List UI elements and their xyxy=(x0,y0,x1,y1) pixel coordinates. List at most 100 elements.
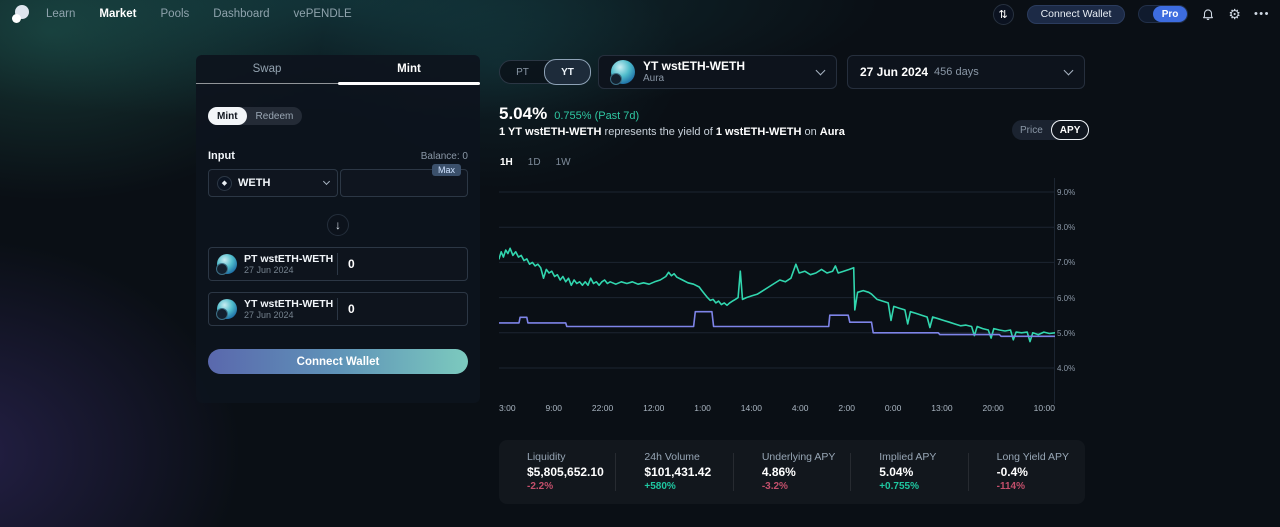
x-tick: 20:00 xyxy=(982,403,1004,413)
implied-apy-value: 5.04% xyxy=(499,104,548,123)
weth-token-icon: ◆ xyxy=(217,175,232,191)
yt-toggle-button[interactable]: YT xyxy=(544,59,591,85)
stat-label: 24h Volume xyxy=(644,451,700,464)
output-row-yt[interactable]: YT wstETH-WETH 27 Jun 2024 0 xyxy=(208,292,468,326)
yt-token-date: 27 Jun 2024 xyxy=(244,309,294,320)
timeframe-1w[interactable]: 1W xyxy=(555,157,571,168)
market-name: YT wstETH-WETH xyxy=(643,58,745,73)
network-icon[interactable]: ⇅ xyxy=(992,3,1014,25)
divider xyxy=(850,453,852,491)
y-tick: 9.0% xyxy=(1057,188,1076,197)
stat-value: 4.86% xyxy=(761,465,796,480)
y-tick: 6.0% xyxy=(1057,293,1076,303)
yt-token-info: YT wstETH-WETH 27 Jun 2024 xyxy=(209,298,337,320)
stat-value: $5,805,652.10 xyxy=(527,465,604,480)
stat-label: Long Yield APY xyxy=(996,451,1070,464)
balance-label: Balance: 0 xyxy=(420,151,468,162)
nav-link-pools[interactable]: Pools xyxy=(160,8,190,20)
arrow-down-icon[interactable]: ↓ xyxy=(327,214,349,236)
stat-long-yield-apy: Long Yield APY -0.4% -114% xyxy=(969,450,1085,494)
pro-mode-toggle[interactable]: Pro xyxy=(1138,5,1189,23)
apy-chart[interactable] xyxy=(498,178,1056,404)
pt-token-info: PT wstETH-WETH 27 Jun 2024 xyxy=(209,253,337,275)
mode-mint-button[interactable]: Mint xyxy=(208,107,247,125)
nav-link-dashboard[interactable]: Dashboard xyxy=(213,8,270,20)
nav-link-vependle[interactable]: vePENDLE xyxy=(293,8,352,20)
x-tick: 10:00 xyxy=(1033,403,1055,413)
timeframe-1h[interactable]: 1H xyxy=(500,157,513,168)
yt-output-value[interactable]: 0 xyxy=(348,302,355,316)
stat-value: -0.4% xyxy=(996,465,1028,480)
more-menu-icon[interactable]: ••• xyxy=(1253,8,1270,20)
market-select-dropdown[interactable]: YT wstETH-WETH Aura xyxy=(598,55,837,89)
y-tick: 4.0% xyxy=(1057,364,1076,373)
timeframe-1d[interactable]: 1D xyxy=(527,157,541,168)
nav-link-market[interactable]: Market xyxy=(99,8,137,20)
stat-change: -114% xyxy=(996,481,1025,493)
pt-yt-toggle: PT YT xyxy=(499,59,591,85)
stat-label: Implied APY xyxy=(879,451,937,464)
market-protocol: Aura xyxy=(643,73,665,85)
maturity-date: 27 Jun 2024 xyxy=(860,65,929,79)
x-tick: 22:00 xyxy=(591,403,614,413)
input-token-select[interactable]: ◆ WETH xyxy=(208,169,338,197)
input-header: Input Balance: 0 xyxy=(208,150,468,162)
apy-toggle-button[interactable]: APY xyxy=(1050,120,1090,140)
input-token-name: WETH xyxy=(238,177,271,189)
timeframe-buttons: 1H 1D 1W xyxy=(500,157,571,168)
chevron-down-icon xyxy=(1063,65,1074,76)
stat-value: $101,431.42 xyxy=(644,465,712,480)
settings-gear-icon[interactable]: ⚙ xyxy=(1228,5,1241,22)
stat-change: +0.755% xyxy=(879,481,919,493)
x-tick: 14:00 xyxy=(740,403,763,413)
input-amount-box: Max xyxy=(340,164,468,197)
market-token-icon xyxy=(610,60,635,85)
tab-mint[interactable]: Mint xyxy=(338,55,480,85)
mint-redeem-toggle: Mint Redeem xyxy=(208,107,303,125)
yt-token-name: YT wstETH-WETH xyxy=(244,297,334,310)
mode-redeem-button[interactable]: Redeem xyxy=(255,110,294,122)
logo-circle-small xyxy=(12,14,21,23)
connect-wallet-button[interactable]: Connect Wallet xyxy=(208,349,468,374)
direction-arrow-wrap: ↓ xyxy=(208,214,468,236)
pt-toggle-button[interactable]: PT xyxy=(516,66,529,78)
pendle-logo-icon[interactable] xyxy=(12,5,30,23)
price-apy-toggle: Price APY xyxy=(1012,120,1090,140)
maturity-select-dropdown[interactable]: 27 Jun 2024 456 days xyxy=(847,55,1085,89)
desc-text: represents the yield of xyxy=(601,126,716,138)
input-label: Input xyxy=(208,150,235,162)
divider xyxy=(337,253,338,275)
pt-output-value[interactable]: 0 xyxy=(348,257,355,271)
nav-connect-wallet-button[interactable]: Connect Wallet xyxy=(1026,4,1126,24)
max-button[interactable]: Max xyxy=(431,164,461,176)
y-tick: 7.0% xyxy=(1057,258,1076,268)
divider xyxy=(337,298,338,320)
x-tick: 9:00 xyxy=(545,403,562,413)
tab-swap[interactable]: Swap xyxy=(252,63,282,75)
x-tick: 4:00 xyxy=(791,403,809,413)
nav-link-learn[interactable]: Learn xyxy=(46,8,76,20)
market-stats-bar: Liquidity $5,805,652.10 -2.2% 24h Volume… xyxy=(499,440,1085,504)
trade-tabs: Swap Mint xyxy=(196,55,480,85)
y-tick: 8.0% xyxy=(1057,223,1076,233)
stat-liquidity: Liquidity $5,805,652.10 -2.2% xyxy=(499,450,615,494)
pt-token-icon xyxy=(216,254,237,275)
output-row-pt[interactable]: PT wstETH-WETH 27 Jun 2024 0 xyxy=(208,247,468,281)
stat-value: 5.04% xyxy=(879,465,914,480)
x-tick: 12:00 xyxy=(643,403,665,413)
yt-description: 1 YT wstETH-WETH represents the yield of… xyxy=(499,126,845,138)
stat-label: Underlying APY xyxy=(761,451,836,464)
stat-label: Liquidity xyxy=(527,451,566,464)
desc-token: 1 YT wstETH-WETH xyxy=(499,126,602,138)
nav-links: Learn Market Pools Dashboard vePENDLE xyxy=(46,8,352,20)
desc-text: on xyxy=(801,126,820,138)
stat-implied-apy: Implied APY 5.04% +0.755% xyxy=(851,450,967,494)
notifications-bell-icon[interactable] xyxy=(1201,7,1215,21)
price-toggle-button[interactable]: Price xyxy=(1020,124,1043,136)
x-tick: 2:00 xyxy=(838,403,855,413)
divider xyxy=(967,453,969,491)
stat-underlying-apy: Underlying APY 4.86% -3.2% xyxy=(734,450,850,494)
maturity-days: 456 days xyxy=(934,66,979,78)
input-token-row: ◆ WETH Max xyxy=(208,164,468,197)
